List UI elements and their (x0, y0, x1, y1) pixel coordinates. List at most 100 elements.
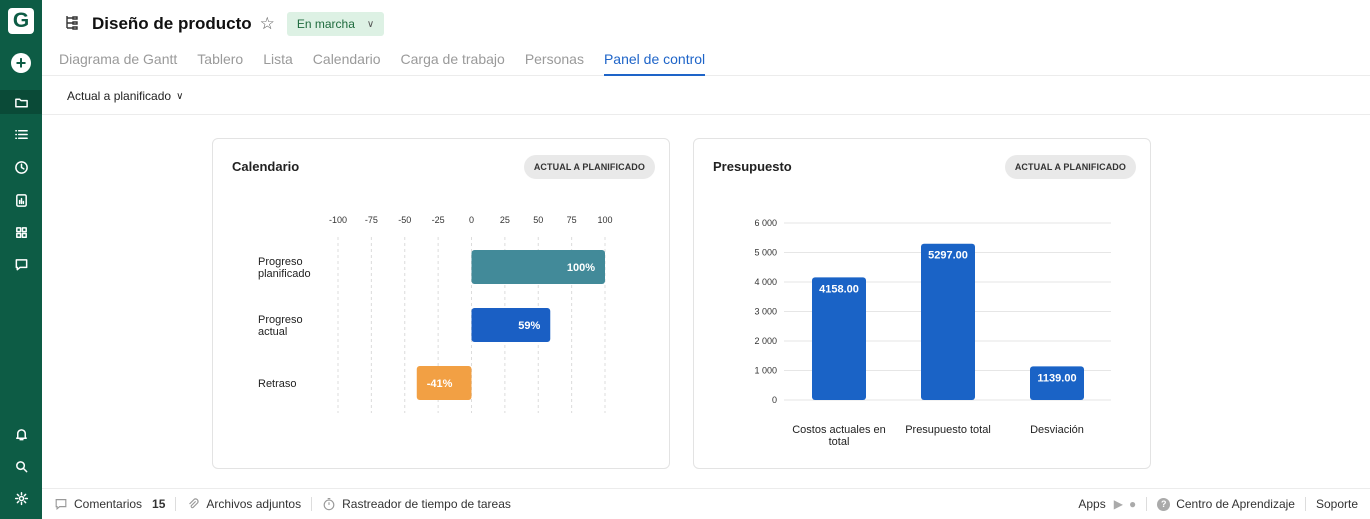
x-tick-label: 75 (567, 215, 577, 225)
category-label: Progreso (258, 256, 303, 268)
tab-calendar[interactable]: Calendario (312, 51, 381, 67)
bar (471, 250, 605, 284)
y-tick-label: 2 000 (754, 336, 777, 346)
x-tick-label: 100 (597, 215, 612, 225)
footer-right: Apps ▶ ● ? Centro de Aprendizaje Soporte (1078, 489, 1358, 519)
data-label: -41% (427, 378, 453, 390)
x-tick-label: -100 (329, 215, 347, 225)
y-tick-label: 0 (772, 395, 777, 405)
dashboard-selector-label: Actual a planificado (67, 89, 172, 103)
status-dropdown[interactable]: En marcha ∨ (286, 12, 385, 36)
app-logo[interactable]: G (8, 8, 34, 34)
x-tick-label: 25 (500, 215, 510, 225)
data-label: 4158.00 (819, 283, 859, 295)
divider (1304, 497, 1306, 511)
data-label: 59% (518, 320, 540, 332)
tab-people[interactable]: Personas (524, 51, 584, 67)
budget-chart: 0 1 000 2 000 3 000 4 000 5 000 6 000 4158.00 Co… (754, 218, 1111, 448)
divider (311, 497, 313, 511)
paperclip-icon (189, 498, 200, 509)
category-label: total (829, 436, 850, 448)
left-rail: G + (0, 0, 42, 519)
title-row: Diseño de producto ☆ En marcha ∨ (64, 11, 385, 37)
learning-center-button[interactable]: ? Centro de Aprendizaje (1157, 497, 1295, 511)
bar (416, 366, 472, 400)
dashboard-toolbar: Actual a planificado ∨ (42, 77, 1370, 115)
status-label: En marcha (296, 17, 355, 31)
apps-label: Apps (1078, 497, 1106, 511)
play-store-icon[interactable]: ▶ (1113, 497, 1123, 511)
time-tracker-label: Rastreador de tiempo de tareas (342, 497, 511, 511)
tab-dashboard[interactable]: Panel de control (603, 49, 706, 76)
stopwatch-icon (323, 498, 335, 511)
x-tick-label: 0 (469, 215, 474, 225)
category-label: actual (258, 326, 287, 338)
divider (175, 497, 177, 511)
category-label: planificado (258, 268, 311, 280)
apple-icon[interactable]: ● (1128, 497, 1137, 511)
tab-board[interactable]: Tablero (197, 51, 244, 67)
y-tick-label: 4 000 (754, 277, 777, 287)
tab-gantt[interactable]: Diagrama de Gantt (59, 51, 178, 67)
x-tick-label: -25 (432, 215, 445, 225)
calendar-card-badge[interactable]: ACTUAL A PLANIFICADO (523, 155, 655, 179)
y-tick-label: 1 000 (754, 366, 777, 376)
dashboard-selector[interactable]: Actual a planificado ∨ (67, 89, 183, 103)
y-tick-label: 3 000 (754, 307, 777, 317)
budget-card-badge[interactable]: ACTUAL A PLANIFICADO (1004, 155, 1136, 179)
data-label: 100% (567, 262, 595, 274)
bell-icon[interactable] (0, 422, 42, 446)
footer-bar: Comentarios 15 Archivos adjuntos Rastrea… (42, 488, 1370, 519)
comment-icon (55, 499, 67, 511)
page-title[interactable]: Diseño de producto (92, 14, 252, 33)
x-tick-label: -75 (365, 215, 378, 225)
list-icon[interactable] (0, 122, 42, 146)
attachments-label: Archivos adjuntos (206, 497, 302, 511)
project-tree-icon (64, 14, 80, 35)
tab-list[interactable]: Lista (263, 51, 293, 67)
calendar-card: Calendario ACTUAL A PLANIFICADO -100 -75 -… (212, 138, 670, 469)
help-icon: ? (1157, 497, 1171, 511)
clock-icon[interactable] (0, 155, 42, 179)
category-label: Retraso (258, 378, 297, 390)
bar (471, 308, 551, 342)
budget-card: Presupuesto ACTUAL A PLANIFICADO 0 1 000 2… (693, 138, 1151, 469)
project-header: Diseño de producto ☆ En marcha ∨ Diagram… (42, 0, 1370, 76)
x-tick-label: -50 (398, 215, 411, 225)
category-label: Presupuesto total (905, 424, 991, 436)
grid-icon[interactable] (0, 220, 42, 244)
learning-center-label: Centro de Aprendizaje (1176, 497, 1295, 511)
folder-icon[interactable] (0, 90, 42, 114)
chevron-down-icon: ∨ (366, 18, 375, 30)
attachments-button[interactable]: Archivos adjuntos (186, 497, 301, 511)
data-label: 5297.00 (928, 250, 968, 262)
search-icon[interactable] (0, 454, 42, 478)
comments-label: Comentarios (74, 497, 143, 511)
support-link[interactable]: Soporte (1315, 497, 1358, 511)
time-tracker-button[interactable]: Rastreador de tiempo de tareas (322, 497, 511, 511)
y-tick-label: 6 000 (754, 218, 777, 228)
calendar-card-title: Calendario (232, 159, 300, 174)
category-label: Desviación (1030, 424, 1084, 436)
calendar-chart: -100 -75 -50 -25 0 25 50 75 100100%Progresoplani… (258, 215, 613, 413)
plus-icon[interactable]: + (0, 51, 42, 75)
view-tabs: Diagrama de Gantt Tablero Lista Calendar… (59, 49, 725, 76)
comments-button[interactable]: Comentarios 15 (54, 497, 165, 511)
report-icon[interactable] (0, 188, 42, 212)
gear-icon[interactable] (0, 486, 42, 510)
chat-icon[interactable] (0, 252, 42, 276)
tab-workload[interactable]: Carga de trabajo (400, 51, 505, 67)
data-label: 1139.00 (1037, 372, 1076, 384)
divider (1146, 497, 1148, 511)
y-tick-label: 5 000 (754, 248, 777, 258)
bar (1030, 366, 1084, 400)
bar (812, 277, 866, 400)
x-tick-label: 50 (533, 215, 543, 225)
star-icon[interactable]: ☆ (259, 14, 275, 33)
category-label: Costos actuales en (792, 424, 886, 436)
chevron-down-icon: ∨ (176, 90, 184, 102)
comments-count: 15 (152, 497, 166, 511)
category-label: Progreso (258, 314, 303, 326)
budget-card-title: Presupuesto (713, 159, 792, 174)
